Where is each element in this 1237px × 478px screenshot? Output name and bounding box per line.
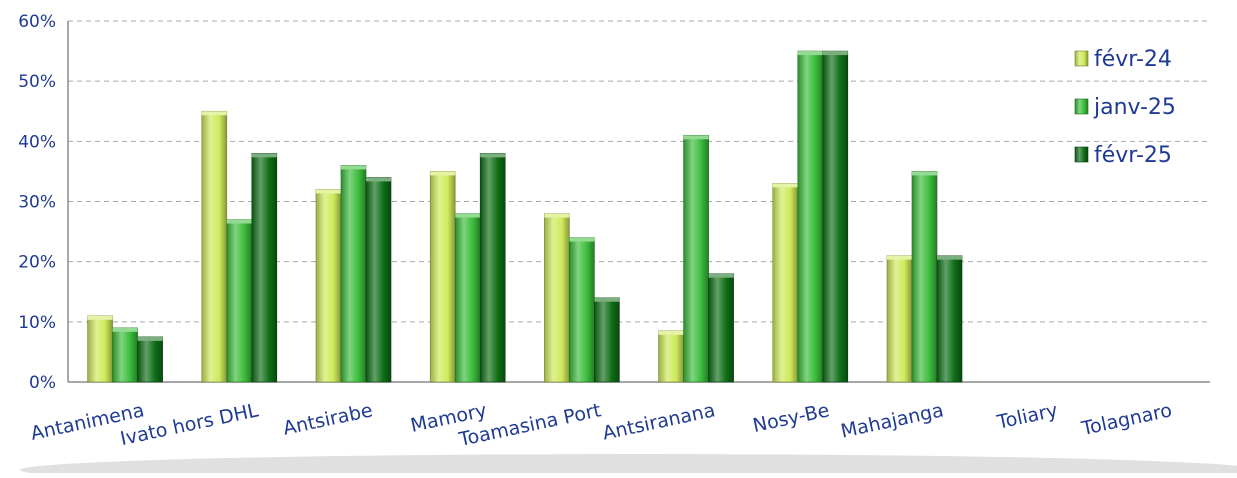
- bar: [594, 297, 620, 383]
- bar: [886, 255, 913, 383]
- bar-highlight: [937, 255, 962, 260]
- bar: [658, 330, 684, 383]
- y-tick-label: 20%: [18, 253, 56, 273]
- bar-highlight: [544, 213, 570, 218]
- bar: [365, 177, 392, 383]
- y-tick-label: 30%: [18, 193, 56, 213]
- y-tick-label: 0%: [29, 373, 56, 393]
- bar: [569, 237, 595, 383]
- bar-highlight: [341, 165, 366, 170]
- bar-highlight: [455, 213, 481, 218]
- bar-highlight: [569, 237, 595, 242]
- bar: [797, 50, 824, 383]
- y-tick-label: 40%: [18, 132, 56, 152]
- bar-highlight: [251, 153, 277, 158]
- bar-highlight: [112, 327, 138, 332]
- bar-highlight: [594, 297, 620, 302]
- legend-label: janv-25: [1093, 95, 1176, 120]
- bar: [137, 336, 163, 383]
- bar-highlight: [683, 135, 709, 140]
- bar-highlight: [226, 219, 252, 224]
- bar: [708, 273, 734, 383]
- bar-highlight: [797, 51, 823, 56]
- x-tick-label: Tolagnaro: [1079, 399, 1174, 440]
- legend-swatch: [1074, 50, 1089, 67]
- bar-highlight: [366, 177, 391, 182]
- bar-highlight: [772, 183, 798, 188]
- bar-highlight: [912, 171, 937, 176]
- y-tick-label: 60%: [18, 12, 56, 32]
- bar: [315, 189, 342, 383]
- bar: [936, 255, 963, 383]
- bar-highlight: [87, 315, 113, 320]
- bar: [683, 135, 709, 383]
- x-tick-label: Toliary: [994, 399, 1059, 433]
- bar: [911, 171, 938, 383]
- bar-highlight: [887, 255, 912, 260]
- bar: [226, 219, 253, 383]
- bar: [87, 315, 113, 383]
- base-shadow-shape: [20, 454, 1237, 478]
- bar-highlight: [480, 153, 506, 158]
- bar: [822, 50, 849, 383]
- bar-highlight: [708, 273, 734, 278]
- bar: [479, 153, 506, 383]
- bar: [429, 171, 456, 383]
- x-tick-label: Antsirabe: [281, 399, 374, 439]
- bar: [201, 110, 228, 383]
- legend-swatch: [1074, 98, 1089, 115]
- legend-label: févr-25: [1094, 143, 1172, 168]
- bar: [251, 153, 278, 383]
- y-tick-label: 50%: [18, 72, 56, 92]
- bar: [454, 213, 481, 383]
- legend-swatch: [1074, 146, 1089, 163]
- x-tick-label: Antsiranana: [601, 399, 718, 444]
- bar-highlight: [137, 336, 163, 341]
- legend-label: févr-24: [1094, 47, 1172, 72]
- bar: [340, 165, 367, 383]
- bar-highlight: [430, 171, 456, 176]
- bar-highlight: [658, 330, 684, 335]
- bar-highlight: [201, 111, 227, 116]
- bar: [112, 327, 138, 383]
- bar: [772, 183, 799, 383]
- bar-highlight: [316, 189, 341, 194]
- x-tick-label: Nosy-Be: [751, 399, 831, 437]
- x-tick-label: Mahajanga: [839, 399, 946, 442]
- y-tick-label: 10%: [18, 313, 56, 333]
- bar: [544, 213, 570, 383]
- bar-highlight: [822, 51, 848, 56]
